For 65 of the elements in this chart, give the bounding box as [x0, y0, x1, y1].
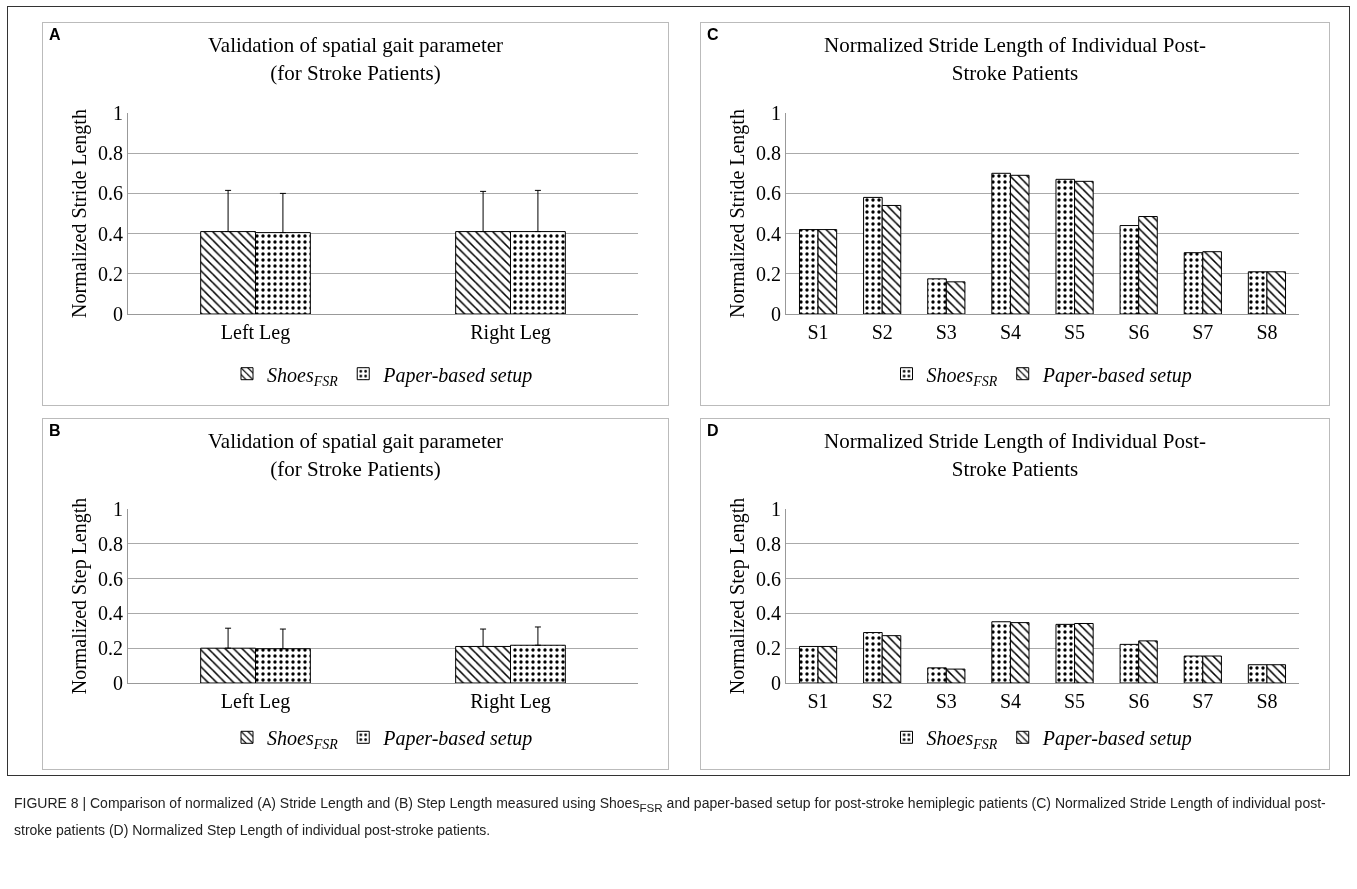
text: Shoes$_{FSR}$ — [926, 363, 998, 389]
x-tick-label: S5 — [1064, 690, 1086, 712]
y-tick-label: 0.6 — [98, 182, 123, 205]
text: FIGURE 8 | Comparison of normalized (A) Stride Length and (B) Step Length measured using Shoes$_{FSR}$ and paper-based setup for post-stroke hemiplegic patients (C) Normalized Stride Length of individual post-stroke patients (D) Normalized Step Length of individual post-stroke patients. — [14, 795, 1326, 838]
chart-title: Validation of spatial gait parameter (for Stroke Patients) — [207, 429, 504, 481]
text: Shoes$_{FSR}$ — [926, 727, 998, 753]
y-tick-label: 0.6 — [756, 567, 781, 590]
y-axis-title: Normalized Stride Length — [725, 109, 749, 318]
x-tick-label: S3 — [935, 690, 957, 712]
x-tick-label: S8 — [1256, 321, 1278, 343]
text: B — [49, 422, 61, 440]
x-tick-label: S4 — [999, 690, 1021, 712]
y-tick-label: 0.6 — [756, 182, 781, 205]
x-tick-label: Left Leg — [220, 321, 291, 344]
y-axis-title: Normalized Step Length — [725, 497, 749, 695]
x-tick-label: S1 — [807, 321, 829, 343]
y-tick-label: 0.4 — [98, 602, 123, 625]
y-tick-label: 0.8 — [98, 532, 123, 555]
x-tick-label: Right Leg — [470, 321, 551, 344]
y-tick-label: 0.2 — [98, 262, 123, 285]
x-tick-label: S7 — [1192, 321, 1214, 343]
text: Shoes$_{FSR}$ — [267, 363, 339, 389]
y-tick-label: 0.4 — [98, 222, 123, 245]
chart-title: Validation of spatial gait parameter (for Stroke Patients) — [207, 33, 504, 85]
x-tick-label: S2 — [871, 690, 893, 712]
x-tick-label: S3 — [935, 321, 957, 343]
y-tick-label: 0.4 — [756, 602, 781, 625]
x-tick-label: S2 — [871, 321, 893, 343]
y-tick-label: 1 — [113, 102, 123, 124]
x-tick-label: S4 — [999, 321, 1021, 343]
x-tick-label: S6 — [1128, 690, 1150, 712]
text: Shoes$_{FSR}$ — [267, 727, 339, 753]
chart-title: Normalized Stride Length of Individual Post- Stroke Patients — [823, 33, 1207, 85]
x-tick-label: S7 — [1192, 690, 1214, 712]
x-tick-label: S5 — [1064, 321, 1086, 343]
x-tick-label: S1 — [807, 690, 829, 712]
x-tick-label: S6 — [1128, 321, 1150, 343]
y-tick-label: 0 — [771, 303, 781, 325]
y-tick-label: 0.8 — [756, 532, 781, 555]
y-tick-label: 0.2 — [756, 637, 781, 660]
y-tick-label: 1 — [771, 498, 781, 520]
y-tick-label: 0.8 — [98, 142, 123, 165]
text: Paper-based setup — [382, 727, 533, 751]
x-tick-label: Left Leg — [220, 690, 291, 713]
y-tick-label: 0.2 — [98, 637, 123, 660]
x-tick-label: Right Leg — [470, 690, 551, 713]
text: Paper-based setup — [382, 363, 533, 387]
y-tick-label: 1 — [771, 102, 781, 124]
y-axis-title: Normalized Stride Length — [67, 109, 91, 318]
y-tick-label: 0.4 — [756, 222, 781, 245]
y-tick-label: 0 — [113, 672, 123, 694]
y-tick-label: 0.6 — [98, 567, 123, 590]
text: Paper-based setup — [1041, 727, 1192, 751]
y-tick-label: 0.2 — [756, 262, 781, 285]
text: C — [707, 26, 719, 44]
text: A — [49, 26, 61, 44]
y-axis-title: Normalized Step Length — [67, 497, 91, 695]
text: D — [707, 422, 719, 440]
text: Paper-based setup — [1041, 363, 1192, 387]
y-tick-label: 0 — [113, 303, 123, 325]
chart-title: Normalized Stride Length of Individual Post- Stroke Patients — [823, 429, 1207, 481]
y-tick-label: 0.8 — [756, 142, 781, 165]
y-tick-label: 0 — [771, 672, 781, 694]
x-tick-label: S8 — [1256, 690, 1278, 712]
y-tick-label: 1 — [113, 498, 123, 520]
